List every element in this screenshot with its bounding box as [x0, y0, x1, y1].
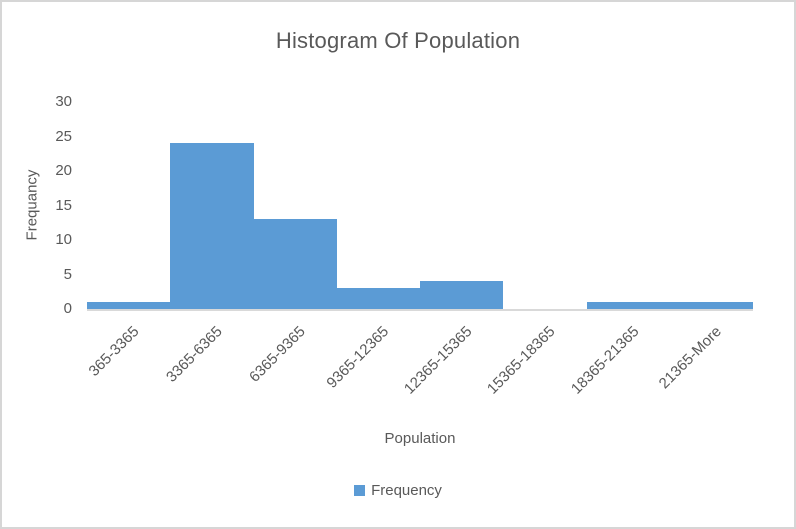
bar-6365-9365	[253, 219, 337, 309]
x-tick-label: 9365-12365	[323, 323, 393, 392]
bar-365-3365	[87, 302, 171, 309]
bar-12365-15365	[420, 281, 504, 309]
y-tick-label: 0	[63, 300, 72, 317]
y-tick-label: 15	[55, 196, 72, 214]
bar-18365-21365	[586, 302, 670, 309]
x-tick-label: 12365-15365	[401, 323, 476, 398]
chart-title: Histogram Of Population	[275, 28, 521, 53]
x-tick-label: 21365-More	[656, 323, 726, 393]
legend: Frequency	[2, 482, 794, 499]
y-tick-label: 30	[55, 93, 72, 110]
y-tick-label: 5	[63, 265, 72, 283]
bar-21365-More	[669, 302, 753, 309]
plot-area	[87, 102, 753, 311]
legend-swatch-icon	[354, 485, 366, 496]
y-tick-label: 25	[55, 127, 72, 145]
x-tick-label: 15365-18365	[484, 323, 559, 398]
legend-label: Frequency	[371, 482, 442, 499]
y-tick-label: 10	[55, 231, 72, 248]
x-axis-line	[87, 309, 753, 311]
x-tick-label: 3365-6365	[163, 323, 226, 386]
bar-3365-6365	[170, 143, 254, 309]
y-tick-label: 20	[55, 162, 72, 179]
x-tick-label: 18365-21365	[567, 323, 643, 398]
bar-9365-12365	[336, 288, 420, 309]
x-tick-label: 6365-9365	[246, 323, 310, 386]
x-tick-label: 365-3365	[85, 323, 143, 380]
x-axis-title: Population	[384, 430, 456, 447]
x-axis-ticks: 365-3365 3365-6365 6365-9365 9365-12365 1236…	[85, 309, 753, 419]
y-axis-ticks: 0 5 10 15 20 25 30	[2, 94, 72, 317]
